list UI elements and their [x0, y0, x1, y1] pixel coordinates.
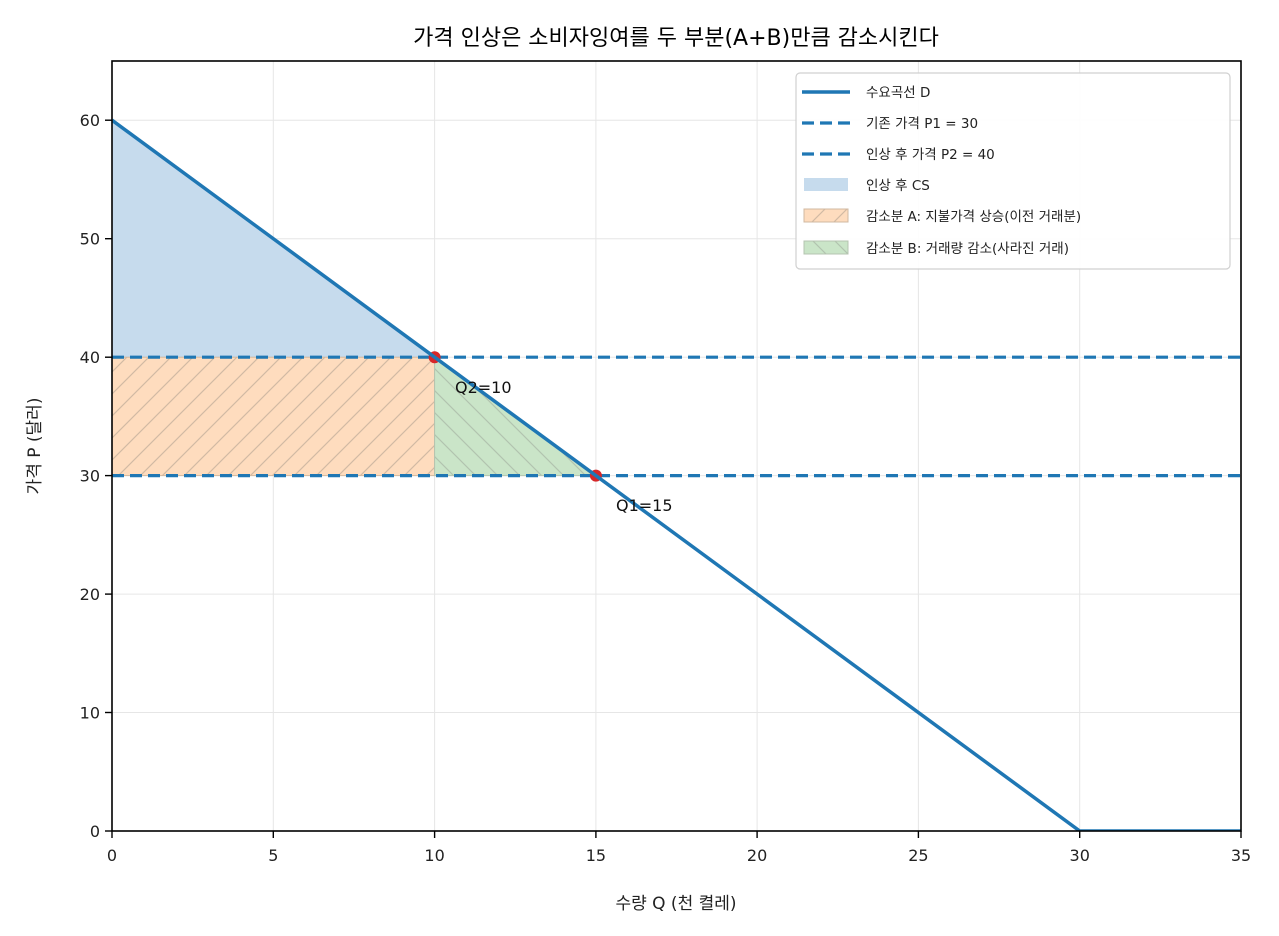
x-tick: 15	[586, 846, 606, 865]
y-tick: 30	[80, 467, 100, 486]
legend-area-b: 감소분 B: 거래량 감소(사라진 거래)	[866, 241, 1069, 257]
x-tick: 25	[908, 846, 928, 865]
legend-p2: 인상 후 가격 P2 = 40	[866, 147, 995, 163]
y-tick: 60	[80, 111, 100, 130]
x-tick: 35	[1231, 846, 1251, 865]
demand-curve	[112, 118, 1241, 831]
legend: 수요곡선 D 기존 가격 P1 = 30 인상 후 가격 P2 = 40 인상 …	[795, 72, 1231, 270]
y-tick: 20	[80, 585, 100, 604]
chart-title: 가격 인상은 소비자잉여를 두 부분(A+B)만큼 감소시킨다	[413, 26, 939, 51]
y-axis	[105, 119, 112, 832]
y-tick: 40	[80, 348, 100, 367]
area-a	[112, 356, 436, 477]
x-tick: 10	[424, 846, 444, 865]
q1-label: Q1=15	[616, 496, 673, 515]
y-tick: 50	[80, 230, 100, 249]
y-tick: 10	[80, 704, 100, 723]
legend-p1: 기존 가격 P1 = 30	[866, 116, 978, 132]
x-tick: 0	[107, 846, 117, 865]
plot-frame	[111, 60, 1242, 832]
x-tick: 20	[747, 846, 767, 865]
legend-cs: 인상 후 CS	[866, 178, 930, 194]
legend-demand: 수요곡선 D	[866, 85, 930, 101]
x-tick: 5	[268, 846, 278, 865]
x-tick: 30	[1070, 846, 1090, 865]
y-tick: 0	[90, 822, 100, 841]
x-tick-labels: 0 5 10 15 20 25 30 35	[107, 846, 1251, 865]
x-axis-label: 수량 Q (천 켤레)	[615, 894, 736, 914]
legend-area-a: 감소분 A: 지불가격 상승(이전 거래분)	[866, 209, 1081, 225]
x-axis	[111, 831, 1242, 838]
y-axis-label: 가격 P (달러)	[25, 398, 45, 495]
y-tick-labels: 0 10 20 30 40 50 60	[80, 111, 100, 841]
q2-label: Q2=10	[455, 378, 512, 397]
